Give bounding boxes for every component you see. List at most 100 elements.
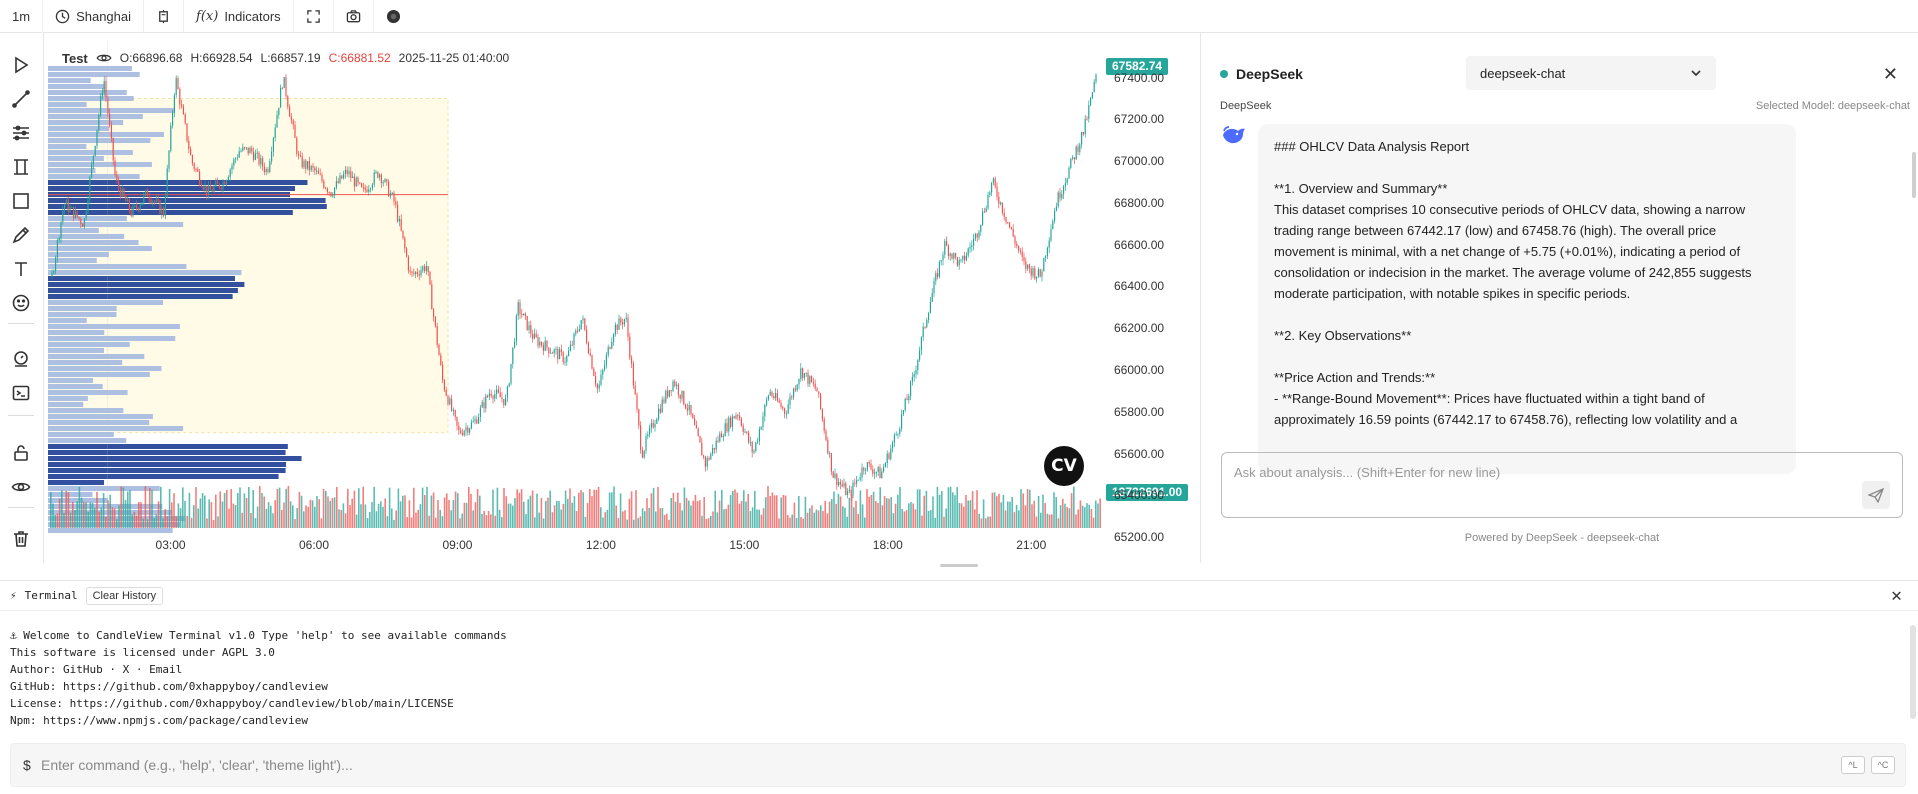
- volume-bar: [358, 488, 360, 528]
- candle-body: [859, 477, 861, 480]
- volume-bar: [520, 489, 523, 528]
- rectangle-tool[interactable]: [9, 189, 33, 213]
- candle-body: [254, 153, 256, 160]
- candle-body: [546, 340, 548, 348]
- text-tool[interactable]: [9, 257, 33, 281]
- candle-body: [888, 453, 890, 459]
- volume-bar: [736, 492, 738, 528]
- candle-body: [141, 201, 143, 206]
- volume-bar: [1002, 495, 1005, 528]
- candle-body: [607, 347, 609, 356]
- ai-input-box[interactable]: [1221, 452, 1903, 518]
- chart-type-button[interactable]: [144, 0, 185, 33]
- template-tool[interactable]: [9, 347, 33, 371]
- volume-profile-bar: [48, 186, 296, 191]
- terminal-resize-handle[interactable]: [940, 564, 978, 567]
- close-ai-panel-button[interactable]: ✕: [1882, 64, 1898, 84]
- volume-bar: [406, 517, 408, 528]
- candle-body: [62, 210, 64, 222]
- lock-tool[interactable]: [9, 441, 33, 465]
- volume-bar: [602, 517, 604, 528]
- volume-bar: [804, 496, 807, 528]
- candle-body: [830, 453, 832, 472]
- selected-model-label: Selected Model: deepseek-chat: [1755, 100, 1910, 112]
- terminal-title: Terminal: [24, 589, 78, 602]
- volume-bar: [80, 497, 83, 528]
- candle-body: [510, 363, 512, 384]
- terminal-command-input[interactable]: [41, 757, 1541, 773]
- timezone-button[interactable]: Shanghai: [43, 0, 145, 33]
- volume-bar: [584, 516, 587, 528]
- candle-body: [721, 433, 723, 438]
- candle-body: [541, 341, 543, 346]
- candle-body: [64, 203, 66, 211]
- volume-bar: [393, 519, 395, 528]
- candle-body: [389, 193, 391, 197]
- price-chart[interactable]: [48, 40, 1104, 558]
- cursor-tool[interactable]: [9, 53, 33, 77]
- visibility-tool[interactable]: [9, 475, 33, 499]
- candle-body: [400, 219, 402, 231]
- ai-question-input[interactable]: [1234, 465, 1834, 480]
- indicators-button[interactable]: f(x) Indicators: [184, 0, 294, 33]
- volume-bar: [182, 487, 184, 528]
- candle-body: [946, 240, 948, 246]
- volume-bar: [1011, 497, 1013, 528]
- volume-bar: [635, 490, 637, 528]
- candle-body: [409, 270, 411, 272]
- interval-button[interactable]: 1m: [0, 0, 44, 33]
- candle-body: [467, 427, 469, 433]
- emoji-tool[interactable]: [9, 291, 33, 315]
- candle-body: [568, 350, 570, 356]
- ai-scrollbar[interactable]: [1912, 152, 1916, 198]
- volume-bar: [853, 507, 855, 528]
- fib-tool[interactable]: [9, 121, 33, 145]
- panel-divider[interactable]: [1200, 33, 1201, 563]
- candle-body: [359, 182, 361, 184]
- candle-body: [483, 402, 485, 409]
- volume-bar: [738, 503, 741, 528]
- candle-body: [231, 165, 233, 170]
- ai-button[interactable]: [374, 0, 413, 33]
- candle-body: [89, 177, 91, 200]
- terminal-scrollbar[interactable]: [1910, 625, 1916, 719]
- candle-body: [834, 473, 836, 478]
- channel-tool[interactable]: [9, 155, 33, 179]
- send-button[interactable]: [1862, 481, 1890, 509]
- brush-tool[interactable]: [9, 223, 33, 247]
- volume-bar: [448, 499, 450, 528]
- candle-body: [380, 174, 382, 184]
- candle-body: [884, 463, 886, 468]
- script-tool[interactable]: [9, 381, 33, 405]
- price-tick-label: 66000.00: [1114, 363, 1165, 378]
- volume-bar: [267, 502, 270, 528]
- candle-body: [629, 336, 631, 358]
- candle-body: [811, 376, 813, 382]
- volume-bar: [498, 509, 501, 528]
- volume-bar: [397, 488, 400, 528]
- delete-tool[interactable]: [9, 527, 33, 551]
- model-select[interactable]: deepseek-chat: [1466, 56, 1716, 90]
- screenshot-button[interactable]: [334, 0, 374, 33]
- price-axis[interactable]: 67582.74 13722691.00 67400.00 67200.00 670…: [1104, 40, 1200, 558]
- terminal-input-box[interactable]: $ ^L ^C: [10, 743, 1906, 787]
- candle-body: [478, 416, 480, 424]
- volume-bar: [806, 512, 809, 528]
- clear-history-button[interactable]: Clear History: [85, 586, 164, 605]
- line-tool[interactable]: [9, 87, 33, 111]
- volume-bar: [485, 515, 488, 528]
- candle-body: [240, 150, 242, 152]
- volume-bar: [600, 507, 602, 528]
- volume-bar: [809, 508, 811, 528]
- eye-icon[interactable]: [96, 50, 112, 66]
- fullscreen-button[interactable]: [294, 0, 334, 33]
- volume-bar: [855, 500, 857, 528]
- candle-body: [533, 333, 535, 339]
- candle-body: [299, 155, 301, 157]
- close-terminal-button[interactable]: ✕: [1891, 585, 1902, 606]
- time-axis[interactable]: 03:00 06:00 09:00 12:00 15:00 18:00 21:00: [48, 536, 1104, 554]
- candle-body: [184, 114, 186, 124]
- candle-body: [595, 375, 597, 385]
- candle-body: [690, 404, 692, 415]
- volume-bar: [349, 505, 351, 528]
